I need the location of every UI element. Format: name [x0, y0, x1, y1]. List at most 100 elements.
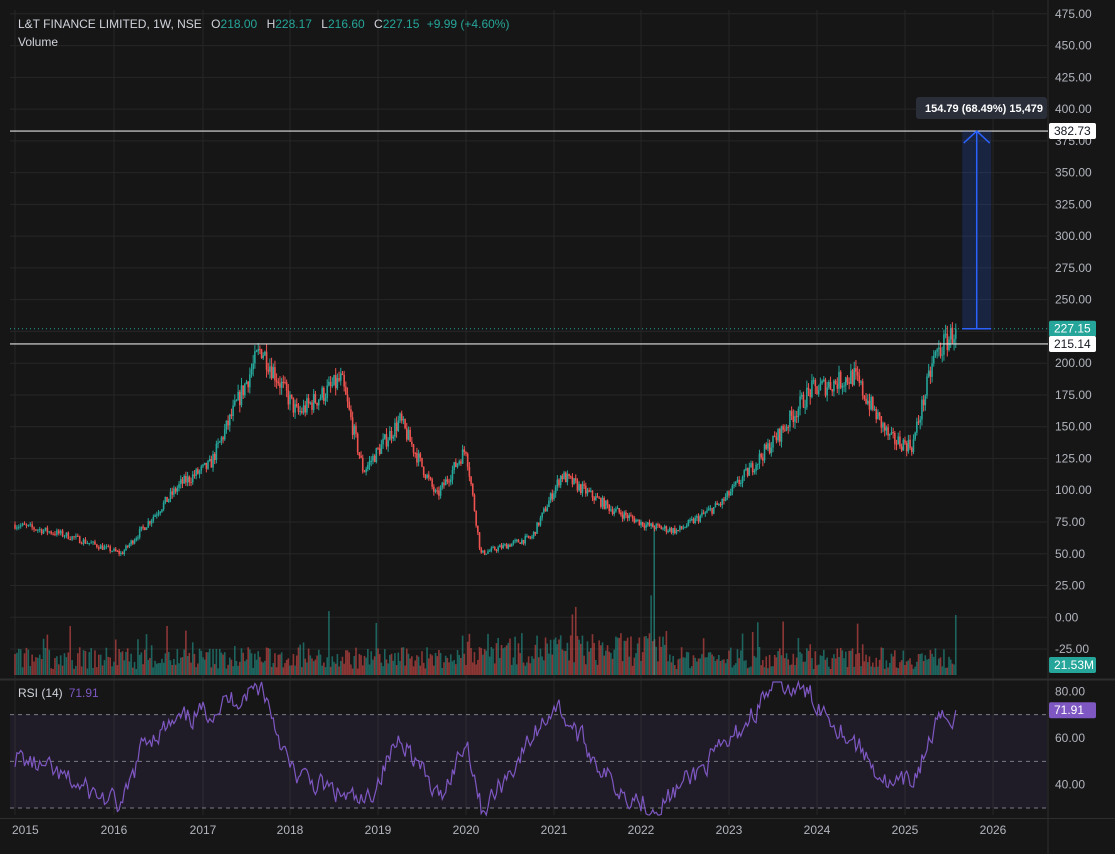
candle — [657, 522, 659, 529]
candle-body — [633, 518, 636, 523]
candle — [782, 424, 784, 433]
candle-body — [463, 449, 466, 452]
volume-bar — [812, 668, 815, 675]
volume-bar — [817, 664, 820, 675]
horizontal-lines[interactable] — [10, 130, 1048, 345]
candle — [324, 393, 327, 406]
volume-bar — [421, 651, 423, 675]
volume-bar — [946, 667, 949, 675]
volume-bar — [233, 646, 236, 675]
candle-body — [441, 482, 444, 488]
volume-bar — [574, 606, 577, 675]
volume-bar — [728, 650, 730, 675]
candle-body — [334, 375, 337, 389]
candle — [171, 487, 173, 499]
candle — [297, 402, 300, 415]
candle — [806, 380, 808, 410]
candle-body — [262, 355, 265, 359]
candle-body — [71, 536, 73, 540]
candle — [603, 496, 605, 510]
candle-body — [531, 536, 533, 538]
candle — [674, 525, 676, 535]
candle — [350, 405, 352, 421]
candle-body — [132, 540, 134, 544]
volume-bar — [544, 637, 547, 675]
candle-body — [521, 539, 523, 544]
candle-body — [183, 475, 185, 484]
volume-bar — [586, 641, 589, 675]
candle-body — [397, 420, 400, 431]
volume-bar — [590, 648, 592, 675]
candle — [821, 379, 823, 385]
candle-body — [902, 439, 905, 451]
candle-body — [872, 397, 874, 410]
candle-body — [658, 525, 661, 527]
candle-body — [492, 547, 494, 549]
measure-tool[interactable]: 154.79 (68.49%) 15,479 — [916, 97, 1047, 330]
volume-bar — [142, 664, 144, 675]
candle-body — [59, 530, 62, 534]
volume-bar — [431, 655, 433, 675]
candle — [267, 362, 270, 375]
candle-body — [118, 550, 120, 555]
candle — [161, 509, 163, 513]
volume-bar — [289, 665, 291, 675]
candle — [336, 373, 339, 391]
volume-bar — [716, 659, 718, 675]
volume-bar — [628, 656, 631, 675]
candle — [778, 427, 781, 446]
candle-body — [601, 497, 604, 507]
candle — [936, 347, 938, 359]
candle-body — [433, 486, 435, 492]
candle — [799, 390, 801, 416]
volume-bar — [844, 651, 847, 675]
candle-body — [40, 529, 43, 534]
candle — [839, 370, 842, 390]
candle-body — [611, 509, 614, 514]
candle — [422, 466, 425, 478]
candle-body — [254, 351, 256, 364]
candle — [404, 418, 406, 430]
candle-body — [61, 530, 64, 537]
candle-body — [573, 478, 575, 485]
volume-bar — [633, 657, 636, 675]
candle — [159, 510, 162, 516]
candle — [111, 550, 113, 553]
candle — [257, 343, 260, 356]
volume-bar — [745, 660, 747, 675]
candle-body — [328, 381, 330, 386]
candle-body — [306, 398, 308, 413]
candle-body — [500, 545, 503, 549]
candle-body — [103, 546, 106, 550]
volume-bar — [316, 655, 318, 675]
volume-bar — [623, 640, 626, 675]
candle — [807, 383, 810, 397]
candle — [443, 479, 445, 489]
candle — [375, 447, 378, 464]
candle-body — [84, 539, 87, 544]
volume-bar — [202, 657, 204, 675]
candle-body — [179, 479, 182, 484]
volume-bar — [595, 659, 597, 675]
volume-bar — [690, 666, 693, 675]
candle — [473, 493, 476, 512]
candle — [65, 532, 68, 539]
volume-bar — [772, 666, 774, 675]
candle-body — [595, 496, 597, 501]
candle-body — [181, 479, 184, 484]
candle — [75, 533, 77, 540]
candle-body — [728, 491, 730, 496]
candle-body — [133, 540, 136, 544]
volume-bar — [351, 668, 354, 675]
volume-bar — [358, 653, 361, 675]
candle — [183, 474, 185, 484]
candle — [289, 391, 291, 411]
candle — [255, 349, 258, 353]
volume-bar — [605, 650, 607, 675]
price-tick-label: 350.00 — [1055, 166, 1092, 180]
candle — [16, 524, 18, 531]
candle — [284, 376, 286, 385]
candle — [929, 366, 932, 384]
volume-bar — [748, 667, 751, 675]
